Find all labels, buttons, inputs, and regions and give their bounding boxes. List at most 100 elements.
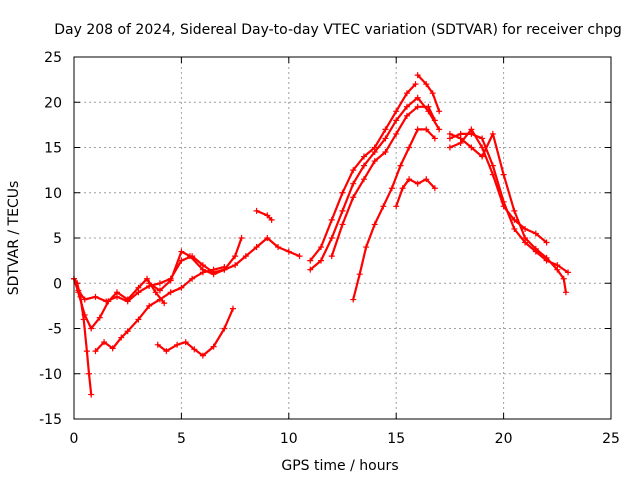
- data-point: [399, 185, 406, 192]
- data-point: [479, 135, 486, 142]
- series-sat-f: [154, 305, 236, 359]
- x-tick-label: 10: [280, 431, 298, 447]
- x-tick-labels: 0 5 10 15 20 25: [70, 431, 620, 447]
- data-point: [339, 207, 346, 214]
- data-point: [431, 185, 438, 192]
- y-axis-label: SDTVAR / TECUs: [6, 181, 22, 296]
- data-point: [479, 153, 486, 160]
- data-point: [360, 153, 367, 160]
- data-point: [356, 271, 363, 278]
- data-point: [489, 162, 496, 169]
- series-trace: [156, 307, 235, 357]
- data-point: [532, 230, 539, 237]
- data-point: [144, 275, 151, 282]
- data-point: [191, 346, 198, 353]
- data-point: [339, 221, 346, 228]
- series-trace: [309, 83, 417, 262]
- data-point: [109, 345, 116, 352]
- series-trace: [395, 178, 436, 208]
- data-point: [221, 325, 228, 332]
- data-point: [560, 275, 567, 282]
- y-tick-label: 5: [53, 231, 62, 247]
- data-point: [436, 126, 443, 133]
- data-point: [380, 203, 387, 210]
- data-point: [393, 203, 400, 210]
- data-point: [232, 262, 239, 269]
- data-point: [88, 391, 95, 398]
- data-point: [414, 126, 421, 133]
- series-sat-j: [328, 103, 438, 260]
- chart-title: Day 208 of 2024, Sidereal Day-to-day VTE…: [54, 22, 622, 38]
- data-point: [339, 189, 346, 196]
- data-point: [457, 135, 464, 142]
- data-point: [210, 266, 217, 273]
- data-point: [178, 284, 185, 291]
- data-point: [382, 126, 389, 133]
- y-tick-label: -15: [39, 412, 62, 428]
- data-point: [382, 135, 389, 142]
- data-point: [403, 112, 410, 119]
- data-point: [500, 203, 507, 210]
- y-tick-label: 20: [44, 95, 62, 111]
- data-point: [397, 162, 404, 169]
- data-point: [393, 117, 400, 124]
- series-sat-d: [146, 235, 245, 294]
- data-point: [412, 81, 419, 88]
- data-point: [113, 293, 120, 300]
- data-point: [242, 253, 249, 260]
- data-point: [101, 339, 108, 346]
- data-point: [500, 171, 507, 178]
- data-point: [414, 180, 421, 187]
- data-point: [264, 212, 271, 219]
- data-point: [414, 94, 421, 101]
- data-point: [167, 289, 174, 296]
- data-point: [210, 343, 217, 350]
- data-point: [522, 235, 529, 241]
- y-tick-label: -5: [48, 322, 62, 338]
- data-point: [229, 305, 236, 312]
- data-point: [511, 216, 518, 223]
- data-point: [562, 289, 569, 296]
- data-point: [468, 144, 475, 151]
- data-point: [275, 244, 282, 251]
- y-tick-label: 25: [44, 50, 62, 66]
- plot-frame: [73, 56, 612, 420]
- y-tick-labels: -15 -10 -5 0 5 10 15 20 25: [39, 50, 62, 428]
- data-point: [406, 176, 413, 183]
- y-tick-label: -10: [39, 367, 62, 383]
- data-point: [543, 239, 550, 246]
- data-point: [199, 352, 206, 359]
- data-point: [268, 216, 275, 223]
- data-point: [264, 235, 271, 241]
- data-point: [221, 263, 228, 270]
- data-point: [232, 253, 239, 260]
- data-point: [532, 245, 539, 252]
- data-point: [135, 316, 142, 323]
- data-point: [285, 248, 292, 255]
- x-tick-label: 15: [387, 431, 405, 447]
- series-trace: [72, 277, 166, 330]
- data-point: [436, 108, 443, 115]
- series-trace: [416, 74, 441, 113]
- data-point: [429, 90, 436, 97]
- data-point: [350, 194, 357, 201]
- data-point: [446, 144, 453, 151]
- data-point: [431, 117, 438, 124]
- data-point: [92, 293, 99, 300]
- data-point: [81, 296, 88, 303]
- data-point: [83, 348, 90, 355]
- data-point: [423, 176, 430, 183]
- series-sat-e: [92, 263, 228, 355]
- data-point: [489, 130, 496, 137]
- data-point: [92, 348, 99, 355]
- data-point: [371, 221, 378, 228]
- data-point: [543, 254, 550, 261]
- series-trace: [148, 236, 243, 292]
- series-trace: [94, 265, 226, 353]
- data-point: [511, 225, 518, 232]
- data-point: [118, 334, 125, 341]
- data-point: [403, 103, 410, 110]
- x-tick-label: 25: [602, 431, 620, 447]
- data-point: [174, 341, 181, 348]
